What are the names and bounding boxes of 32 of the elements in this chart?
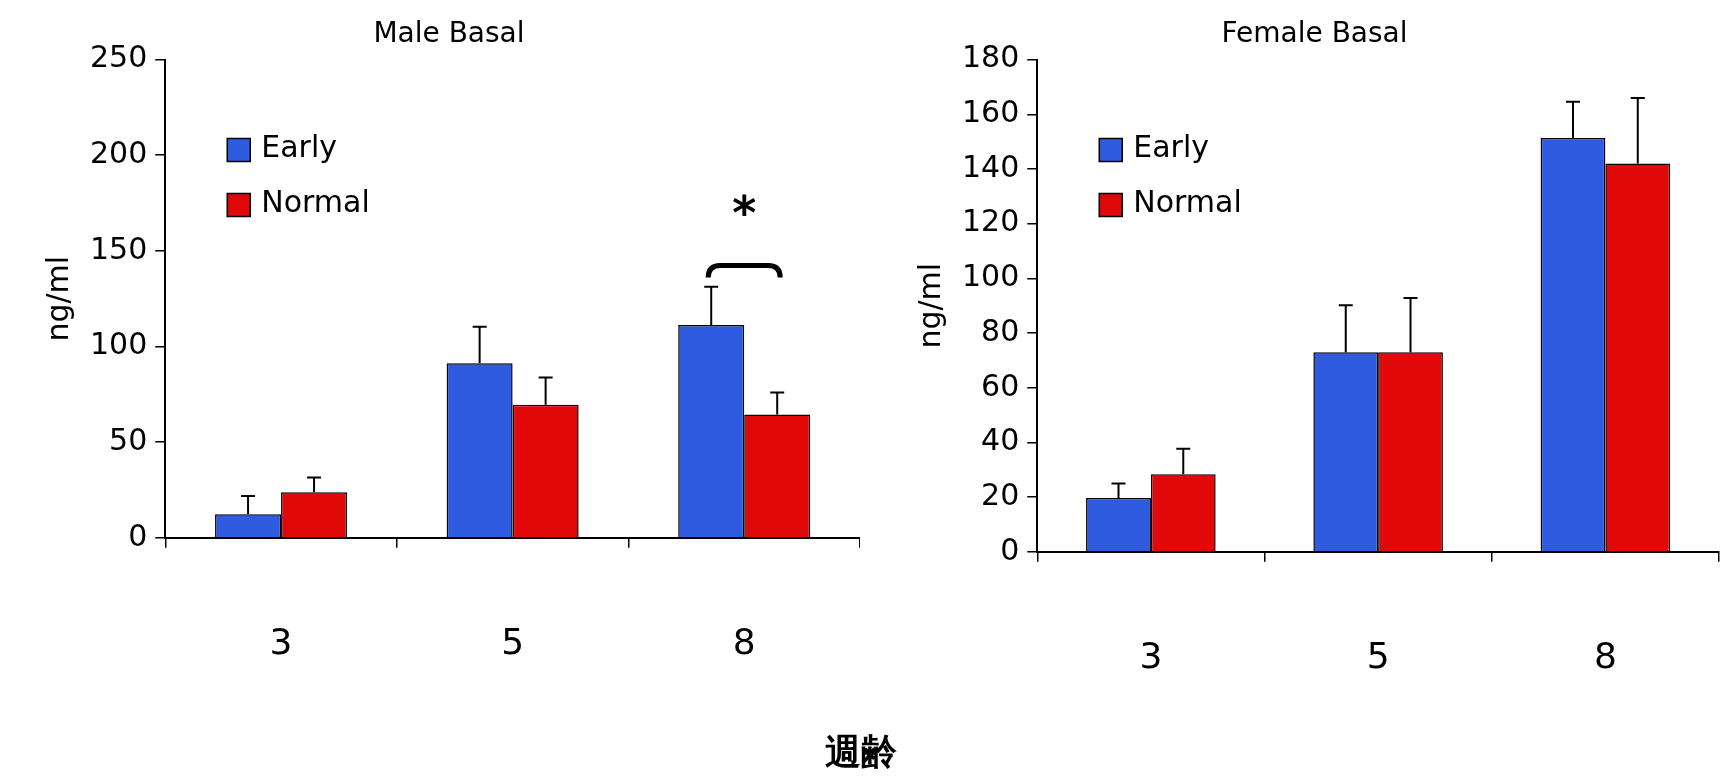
y-tick-label: 100 — [90, 326, 148, 362]
chart-title: Female Basal — [1221, 16, 1408, 50]
y-tick-label: 140 — [962, 148, 1020, 184]
y-tick-label: 200 — [90, 135, 148, 171]
legend-label: Early — [1133, 129, 1210, 165]
y-tick-label: 160 — [962, 94, 1020, 130]
y-tick-label: 0 — [1000, 531, 1020, 567]
y-tick-label: 50 — [109, 421, 148, 457]
x-tick-label: 5 — [1366, 634, 1390, 676]
x-tick-label: 5 — [501, 620, 525, 662]
y-tick-label: 100 — [962, 258, 1020, 294]
chart-title: Male Basal — [373, 16, 525, 50]
y-tick-label: 250 — [90, 39, 148, 75]
y-tick-label: 20 — [981, 476, 1020, 512]
y-tick-label: 80 — [981, 312, 1020, 348]
y-tick-label: 120 — [962, 203, 1020, 239]
y-tick-label: 0 — [128, 517, 148, 553]
legend-label: Early — [261, 129, 338, 165]
y-tick-label: 40 — [981, 422, 1020, 458]
legend-label: Normal — [261, 184, 370, 220]
x-tick-label: 3 — [1139, 634, 1163, 676]
annotation: * — [732, 186, 757, 241]
y-axis-title: ng/ml — [39, 255, 75, 342]
x-tick-label: 8 — [1593, 634, 1617, 676]
y-tick-label: 150 — [90, 230, 148, 266]
y-tick-label: 180 — [962, 39, 1020, 75]
y-tick-label: 60 — [981, 367, 1020, 403]
x-tick-label: 3 — [269, 620, 293, 662]
legend-label: Normal — [1133, 184, 1242, 220]
x-tick-label: 8 — [732, 620, 756, 662]
y-axis-title: ng/ml — [911, 262, 947, 349]
x-axis-title: 週齢 — [823, 730, 898, 774]
